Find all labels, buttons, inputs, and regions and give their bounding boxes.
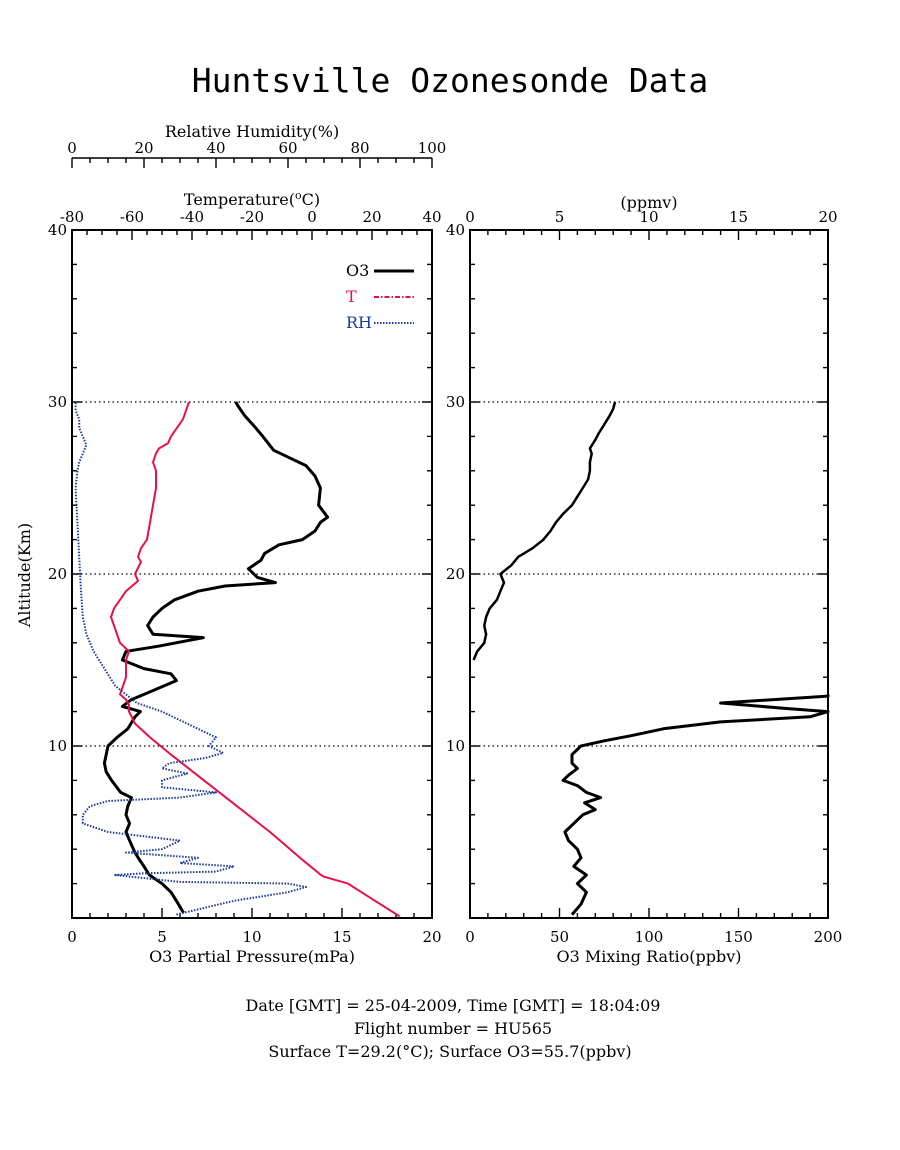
x-tick-label: 40 <box>422 208 441 226</box>
right-plot-frame <box>469 229 829 919</box>
legend: O3 T RH <box>346 261 414 332</box>
x-tick-label: 20 <box>422 928 441 946</box>
x-tick-label: 5 <box>555 208 565 226</box>
y-tick-label: 30 <box>48 393 67 411</box>
altitude-axis-label: Altitude(Km) <box>15 523 34 628</box>
y-tick-label: 40 <box>48 221 67 239</box>
footer-surface-values: Surface T=29.2(°C); Surface O3=55.7(ppbv… <box>268 1042 631 1061</box>
x-tick-label: 60 <box>278 139 297 157</box>
y-tick-label: 40 <box>446 221 465 239</box>
footer-flight-number: Flight number = HU565 <box>354 1019 552 1038</box>
relative-humidity-axis-label: Relative Humidity(%) <box>165 122 339 141</box>
x-tick-label: 0 <box>67 139 77 157</box>
chart-title: Huntsville Ozonesonde Data <box>192 61 709 100</box>
left-ticks: 10 20 30 40 0 5 10 15 20 -80 -60 -40 -20 0 20 40 0 20 40 60… <box>48 139 446 946</box>
o3-partial-pressure-axis-label: O3 Partial Pressure(mPa) <box>149 947 355 966</box>
temperature-axis-label: Temperature(oC) <box>184 189 320 209</box>
x-tick-label: 40 <box>206 139 225 157</box>
y-tick-label: 20 <box>446 565 465 583</box>
right-gridlines <box>470 401 828 747</box>
legend-label-t: T <box>346 287 357 306</box>
y-tick-label: 10 <box>48 737 67 755</box>
legend-label-rh: RH <box>346 313 372 332</box>
x-tick-label: 200 <box>814 928 843 946</box>
series-line-o3-mixing-ratio-lower-ppbv- <box>561 694 830 916</box>
x-tick-label: -60 <box>120 208 144 226</box>
x-tick-label: 0 <box>465 928 475 946</box>
series-line-t <box>110 401 401 918</box>
x-tick-label: -20 <box>240 208 264 226</box>
x-tick-label: 0 <box>465 208 475 226</box>
x-tick-label: -80 <box>60 208 84 226</box>
y-tick-label: 20 <box>48 565 67 583</box>
x-tick-label: 0 <box>67 928 77 946</box>
y-tick-label: 30 <box>446 393 465 411</box>
series-line-o3 <box>102 401 330 914</box>
x-tick-label: 50 <box>550 928 569 946</box>
x-tick-label: -40 <box>180 208 204 226</box>
right-series <box>472 401 830 916</box>
x-tick-label: 80 <box>350 139 369 157</box>
left-panel: 10 20 30 40 0 5 10 15 20 -80 -60 -40 -20 0 20 40 0 20 40 60… <box>15 122 446 966</box>
x-tick-label: 5 <box>157 928 167 946</box>
y-tick-label: 10 <box>446 737 465 755</box>
x-tick-label: 100 <box>418 139 447 157</box>
o3-mixing-ratio-axis-label: O3 Mixing Ratio(ppbv) <box>556 947 741 966</box>
x-tick-label: 0 <box>307 208 317 226</box>
x-tick-label: 10 <box>639 208 658 226</box>
x-tick-label: 20 <box>818 208 837 226</box>
x-tick-label: 100 <box>635 928 664 946</box>
left-series <box>74 401 401 918</box>
x-tick-label: 20 <box>362 208 381 226</box>
x-tick-label: 15 <box>332 928 351 946</box>
legend-label-o3: O3 <box>346 261 369 280</box>
x-tick-label: 15 <box>729 208 748 226</box>
series-line-o3-mixing-ratio-upper-ppmv- <box>472 401 617 661</box>
x-tick-label: 150 <box>724 928 753 946</box>
series-line-rh <box>74 402 307 916</box>
ppmv-axis-label: (ppmv) <box>620 193 677 212</box>
x-tick-label: 20 <box>134 139 153 157</box>
x-tick-label: 10 <box>242 928 261 946</box>
footer-date-time: Date [GMT] = 25-04-2009, Time [GMT] = 18… <box>246 996 661 1015</box>
